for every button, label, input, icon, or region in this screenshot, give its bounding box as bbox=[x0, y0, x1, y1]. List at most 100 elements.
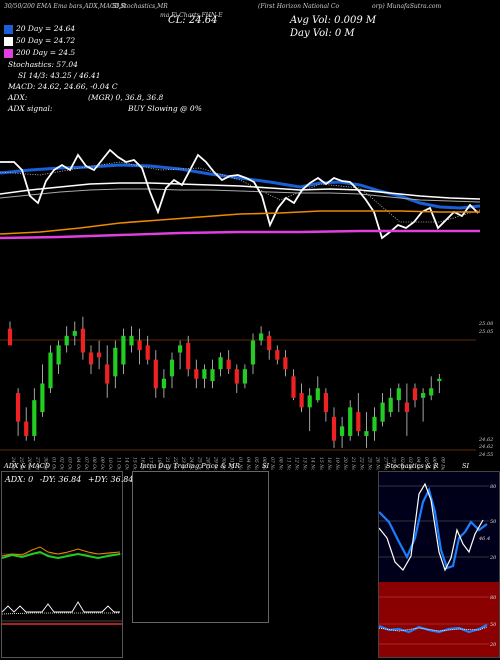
candle-body bbox=[137, 340, 142, 351]
date-tick-label: 21 Nov bbox=[350, 456, 356, 470]
candle-body bbox=[307, 395, 312, 408]
stoch-plot: 80 50 20 46.4 80 50 20 bbox=[379, 472, 499, 657]
rsi-tick-80: 80 bbox=[490, 595, 497, 601]
stoch-mid-label: 46.4 bbox=[478, 536, 490, 542]
date-tick-label: 09 Oct bbox=[99, 457, 105, 470]
date-tick-label: 30 Sep bbox=[42, 457, 48, 470]
candle-body bbox=[7, 328, 13, 346]
candle-body bbox=[388, 397, 393, 413]
candle-body bbox=[80, 328, 85, 353]
candle-body bbox=[250, 340, 256, 365]
candle-body bbox=[121, 335, 126, 365]
stat-si: SI 14/3: 43.25 / 46.41 bbox=[18, 71, 101, 80]
legend-swatch-white bbox=[4, 36, 13, 46]
stat-buy-signal: BUY Slowing @ 0% bbox=[128, 104, 202, 113]
price-tick-label: 25.08 bbox=[478, 321, 493, 327]
rsi-white-line bbox=[379, 626, 488, 632]
candle-body bbox=[64, 335, 69, 346]
candle-body bbox=[412, 388, 418, 401]
candle-body bbox=[291, 376, 296, 398]
date-tick-label: 26 Sep bbox=[26, 456, 32, 470]
date-tick-label: 29 Nov bbox=[391, 456, 397, 470]
day-volume: Day Vol: 0 M bbox=[290, 28, 355, 39]
minus-dy-value: -DY: 36.84 bbox=[39, 475, 82, 484]
price-tick-label: 24.55 bbox=[478, 452, 493, 458]
mr-panel bbox=[132, 471, 269, 623]
stat-macd: MACD: 24.62, 24.66, -0.04 C bbox=[8, 82, 118, 91]
candle-body bbox=[259, 333, 264, 341]
legend-ema20: 20 Day = 24.64 bbox=[4, 24, 75, 34]
candle-body bbox=[32, 400, 37, 436]
stoch-white-line bbox=[379, 482, 484, 572]
candle-body bbox=[242, 369, 247, 384]
symbol-overlay: ma Fi Charts FHN-E bbox=[160, 12, 223, 19]
adx-value: ADX: 0 bbox=[5, 475, 34, 484]
stoch-panel: 80 50 20 46.4 80 50 20 bbox=[378, 471, 500, 658]
candle-body bbox=[40, 383, 45, 413]
date-tick-label: 27 Nov bbox=[383, 456, 389, 470]
candle-body bbox=[24, 421, 29, 436]
candle-body bbox=[145, 345, 150, 360]
candle-body bbox=[380, 402, 385, 422]
legend-ema200-label: 200 Day = 24.5 bbox=[16, 48, 76, 57]
date-tick-label: 11 Oct bbox=[115, 457, 121, 470]
ema20-line bbox=[0, 163, 481, 210]
date-tick-label: 07 Oct bbox=[83, 457, 89, 470]
candle-body bbox=[153, 359, 158, 389]
legend-ema200: 200 Day = 24.5 bbox=[4, 48, 75, 58]
candle-body bbox=[169, 359, 175, 377]
candle-body bbox=[323, 393, 328, 413]
date-tick-label: 12 Nov bbox=[294, 457, 300, 470]
candle-body bbox=[97, 352, 102, 358]
date-tick-label: 26 Nov bbox=[375, 456, 381, 470]
legend-swatch-magenta bbox=[4, 48, 13, 58]
candle-body bbox=[283, 357, 288, 370]
ema50-line bbox=[0, 182, 481, 200]
date-tick-label: 24 Sep bbox=[10, 456, 16, 470]
date-tick-label: 05 Nov bbox=[253, 457, 259, 470]
date-tick-label: 06 Dec bbox=[431, 457, 437, 470]
adx-macd-panel: ADX: 0 -DY: 36.84 +DY: 36.84 bbox=[1, 471, 133, 658]
adx-green-line bbox=[2, 550, 121, 560]
date-tick-label: 14 Oct bbox=[123, 457, 129, 470]
candles-group bbox=[7, 316, 442, 448]
date-tick-label: 29 Oct bbox=[213, 456, 219, 470]
ema-grey-line bbox=[0, 188, 481, 203]
date-tick-label: 18 Nov bbox=[326, 457, 332, 470]
price-line bbox=[0, 148, 479, 240]
date-tick-label: 30 Oct bbox=[221, 457, 227, 470]
candle-body bbox=[331, 416, 337, 441]
date-tick-label: 23 Oct bbox=[180, 456, 186, 470]
rsi-bg bbox=[379, 582, 499, 657]
avg-volume: Avg Vol: 0.009 M bbox=[290, 15, 377, 26]
date-tick-label: 03 Dec bbox=[407, 457, 413, 470]
candle-body bbox=[404, 402, 409, 413]
candle-body bbox=[275, 350, 280, 360]
date-tick-label: 21 Oct bbox=[164, 456, 170, 470]
candle-body bbox=[340, 426, 345, 436]
candle-body bbox=[88, 352, 94, 365]
date-tick-label: 18 Oct bbox=[156, 457, 162, 470]
macd-signal-line bbox=[2, 612, 120, 615]
date-tick-label: 01 Oct bbox=[51, 457, 57, 470]
candle-body bbox=[16, 393, 21, 422]
date-tick-label: 28 Oct bbox=[204, 456, 210, 470]
candle-body bbox=[348, 407, 353, 436]
candle-body bbox=[113, 347, 118, 377]
candle-body bbox=[218, 357, 223, 370]
date-tick-label: 22 Nov bbox=[358, 456, 364, 470]
date-tick-label: 08 Oct bbox=[91, 457, 97, 470]
date-tick-label: 25 Oct bbox=[196, 456, 202, 470]
candle-body bbox=[234, 369, 239, 384]
stoch-panel-title: Stochastics & R bbox=[386, 462, 439, 470]
candle-body bbox=[48, 352, 53, 389]
date-tick-label: 16 Oct bbox=[140, 457, 146, 470]
price-tick-label: 24.62 bbox=[478, 444, 493, 450]
candle-body bbox=[210, 369, 215, 382]
candle-body bbox=[364, 431, 369, 436]
date-tick-label: 25 Nov bbox=[366, 456, 372, 470]
mr-panel-title: Intra Day Trading Price & MR bbox=[140, 462, 240, 470]
date-tick-label: 19 Nov bbox=[334, 457, 340, 470]
date-tick-label: 05 Dec bbox=[423, 457, 429, 470]
